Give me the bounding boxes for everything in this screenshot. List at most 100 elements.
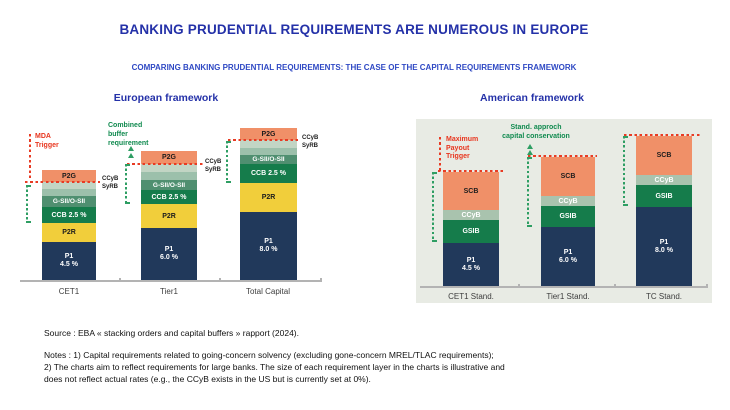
- segment-ccb: CCB 2.5 %: [42, 207, 96, 223]
- segment-scb: SCB: [443, 172, 499, 210]
- p1-label: P1: [659, 238, 669, 246]
- maximum-payout-trigger-label: Maximum Payout Trigger: [446, 136, 478, 162]
- mda-trigger-label: MDA Trigger: [35, 133, 59, 150]
- segment-p1: P1 4.5 %: [443, 243, 499, 286]
- payout-trigger-line-tier1: [528, 155, 597, 157]
- combined-buffer-line2: requirement: [108, 140, 149, 147]
- mda-trigger-line1: MDA: [35, 133, 51, 140]
- p1-value: 4.5 %: [60, 261, 78, 268]
- page-title: BANKING PRUDENTIAL REQUIREMENTS ARE NUME…: [119, 22, 589, 37]
- segment-syrb: [141, 172, 197, 180]
- payout-trigger-connector: [439, 137, 441, 171]
- combined-buffer-line1: Combined buffer: [108, 122, 143, 138]
- axis-tick: [320, 278, 322, 282]
- axis-label-tier1: Tier1: [160, 287, 178, 296]
- combined-buffer-label: Combined buffer requirement: [108, 121, 148, 148]
- american-framework-header: American framework: [480, 92, 584, 104]
- ccyb-side-label: CCyB: [205, 159, 222, 165]
- segment-ccyb: [42, 182, 96, 189]
- segment-p2g: P2G: [240, 128, 297, 140]
- p1-value: 6.0 %: [160, 254, 178, 261]
- trigger-line2: Payout: [446, 144, 470, 152]
- bar-tc-stand: SCB CCyB GSIB P1 8.0 %: [636, 136, 692, 286]
- axis-tick: [119, 278, 121, 282]
- syrb-side-label: SyRB: [302, 142, 319, 149]
- segment-p2g: P2G: [42, 170, 96, 182]
- bar-tier1-stand: SCB CCyB GSIB P1 6.0 %: [541, 157, 595, 286]
- p1-value: 8.0 %: [655, 246, 673, 254]
- triangle-up-icon: [527, 150, 533, 155]
- notes-line1: Notes : 1) Capital requirements related …: [44, 350, 494, 360]
- notes-line2: 2) The charts aim to reflect requirement…: [44, 361, 505, 372]
- combined-buffer-bracket-total-capital: [226, 141, 230, 183]
- mda-trigger-line2: Trigger: [35, 141, 59, 149]
- segment-gsib: GSIB: [541, 206, 595, 227]
- axis-tick: [614, 284, 616, 288]
- bar-cet1-stand: SCB CCyB GSIB P1 4.5 %: [443, 172, 499, 286]
- ccyb-side-label: CCyB: [302, 135, 319, 141]
- notes-text: Notes : 1) Capital requirements related …: [44, 350, 505, 385]
- payout-trigger-line-cet1: [438, 170, 503, 172]
- source-text: Source : EBA « stacking orders and capit…: [44, 328, 299, 338]
- p1-label: P1: [164, 246, 174, 253]
- trigger-line3: Trigger: [446, 153, 470, 160]
- bar-tier1: P2G G-SII/O-SII CCB 2.5 % P2R P1 6.0 %: [141, 151, 197, 280]
- p1-label: P1: [563, 248, 573, 256]
- p1-label: P1: [64, 253, 74, 260]
- axis-label-tier1-stand: Tier1 Stand.: [546, 292, 590, 301]
- syrb-side-label: SyRB: [205, 166, 222, 173]
- capital-conservation-bracket-tc: [623, 136, 627, 206]
- mda-trigger-connector: [29, 134, 31, 181]
- p1-value: 8.0 %: [259, 246, 278, 253]
- ccyb-syrb-side-label: CCyB SyRB: [205, 159, 221, 174]
- segment-p1: P1 4.5 %: [42, 242, 96, 280]
- segment-gsib: GSIB: [636, 185, 692, 207]
- segment-ccb: CCB 2.5 %: [240, 164, 297, 183]
- segment-gsib: GSIB: [443, 220, 499, 243]
- triangle-up-icon: [128, 153, 134, 158]
- p1-value: 6.0 %: [559, 256, 577, 264]
- segment-ccyb: [141, 164, 197, 172]
- trigger-line1: Maximum: [446, 136, 479, 143]
- european-framework-header: European framework: [113, 92, 219, 104]
- ccyb-syrb-side-label: CCyB SyRB: [102, 176, 118, 191]
- combined-buffer-bracket-tier1: [125, 164, 129, 204]
- combined-buffer-bracket-cet1: [26, 185, 30, 223]
- bar-cet1: P2G G-SII/O-SII CCB 2.5 % P2R P1 4.5 %: [42, 170, 96, 280]
- segment-ccyb: CCyB: [636, 175, 692, 185]
- segment-syrb: [42, 189, 96, 196]
- axis-label-tc-stand: TC Stand.: [645, 292, 682, 301]
- segment-ccyb: CCyB: [443, 210, 499, 220]
- segment-p2r: P2R: [240, 183, 297, 212]
- stand-approach-label: Stand. approch capital conservation: [495, 123, 577, 141]
- capital-conservation-bracket-tier1: [527, 157, 531, 227]
- bar-total-capital: P2G G-SII/O-SII CCB 2.5 % P2R P1 8.0 %: [240, 128, 297, 280]
- segment-scb: SCB: [541, 157, 595, 196]
- segment-ccb: CCB 2.5 %: [141, 190, 197, 204]
- segment-syrb: [240, 148, 297, 155]
- p1-label: P1: [264, 238, 273, 245]
- american-axis-line: [420, 286, 708, 288]
- syrb-side-label: SyRB: [102, 183, 119, 190]
- segment-ccyb: [240, 140, 297, 148]
- segment-gsii: G-SII/O-SII: [42, 196, 96, 207]
- capital-conservation-bracket-cet1: [432, 172, 436, 242]
- segment-p1: P1 8.0 %: [240, 212, 297, 280]
- triangle-up-icon: [128, 146, 134, 151]
- stand-approach-line1: Stand. approch: [510, 124, 562, 131]
- ccyb-side-label: CCyB: [102, 176, 119, 182]
- segment-scb: SCB: [636, 136, 692, 175]
- mda-line-total-capital: [228, 139, 300, 141]
- triangle-up-icon: [527, 144, 533, 149]
- p1-value: 4.5 %: [462, 264, 480, 272]
- segment-p2r: P2R: [42, 223, 96, 242]
- payout-trigger-line-tc: [624, 134, 700, 136]
- axis-tick: [706, 284, 708, 288]
- mda-line-tier1: [127, 163, 203, 165]
- segment-gsii: G-SII/O-SII: [141, 180, 197, 190]
- european-axis-line: [20, 280, 322, 282]
- page-subtitle: COMPARING BANKING PRUDENTIAL REQUIREMENT…: [131, 63, 577, 72]
- segment-p1: P1 6.0 %: [541, 227, 595, 286]
- segment-p1: P1 8.0 %: [636, 207, 692, 286]
